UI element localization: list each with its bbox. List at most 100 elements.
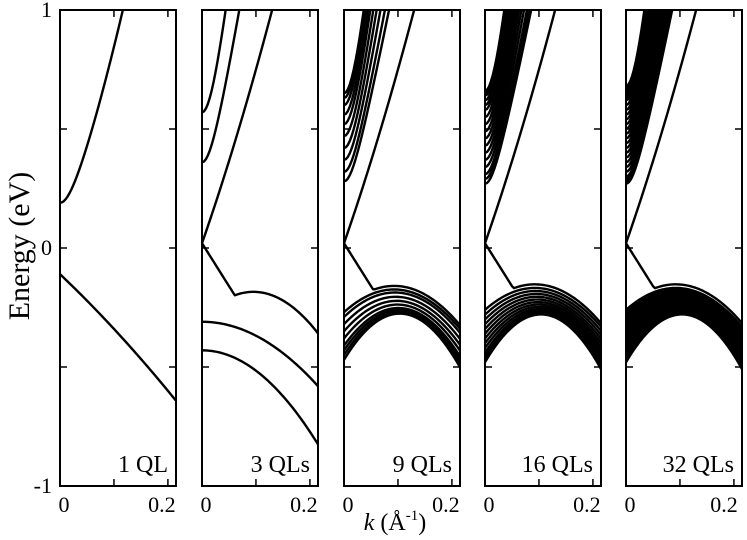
x-axis-unit-close: ) [418,510,426,536]
valence-band [485,242,601,325]
x-tick-label: 0.2 [710,492,738,517]
x-tick-label: 0 [484,492,495,517]
conduction-band [202,10,274,245]
valence-band [344,299,460,347]
conduction-band [485,10,511,119]
panel-5: 0 0.2 32 QLs [625,9,743,517]
panel-label: 1 QL [118,452,168,478]
x-tick-label: 0.2 [432,492,460,517]
panel-frame [201,9,319,487]
valence-band [626,313,742,371]
conduction-band [626,10,665,164]
x-axis-unit-exponent: -1 [406,508,419,524]
conduction-band [60,10,125,204]
x-tick-label: 0 [625,492,636,517]
conduction-band [202,10,241,164]
valence-band [626,286,742,328]
band-lines [626,10,742,371]
conduction-band [626,10,663,159]
valence-band [626,289,742,333]
valence-band [485,289,601,333]
valence-band [202,349,318,446]
conduction-band [485,10,521,154]
conduction-band [485,10,531,181]
valence-band [344,288,460,330]
x-axis-title: k (Å-1) [364,508,426,536]
panel-label: 9 QLs [393,452,452,478]
conduction-band [485,10,526,169]
conduction-band [485,10,557,245]
valence-band [344,308,460,362]
conduction-band [626,10,698,245]
valence-band [344,312,460,369]
valence-band [626,294,742,339]
valence-band [344,306,460,358]
x-axis-variable: k [364,510,375,536]
valence-band [485,292,601,337]
x-tick-label: 0.2 [148,492,176,517]
panel-label: 3 QLs [251,452,310,478]
y-tick-label: 0 [41,235,52,260]
conduction-band [202,10,227,114]
conduction-band [485,10,517,140]
conduction-band [485,10,529,176]
valence-band [344,242,460,327]
x-tick-label: 0.2 [573,492,601,517]
valence-band [344,291,460,335]
x-tick-label: 0.2 [290,492,318,517]
band-lines [344,10,460,369]
valence-band [344,303,460,352]
valence-band [60,272,176,402]
valence-band [202,320,318,388]
y-axis-title: Energy (eV) [3,172,36,321]
conduction-band [626,10,669,174]
conduction-band [485,10,515,133]
valence-band [485,300,601,348]
conduction-band [626,10,671,178]
conduction-band [344,10,372,126]
x-tick-label: 0 [59,492,70,517]
conduction-band [344,10,378,150]
valence-band [344,295,460,341]
conduction-band [485,10,513,126]
conduction-band [485,10,533,185]
y-tick-label: 1 [41,0,52,22]
valence-band [485,313,601,371]
valence-band [485,303,601,352]
valence-band [485,286,601,328]
valence-band [202,242,318,335]
conduction-band [344,10,382,162]
conduction-band [344,10,368,107]
valence-band [344,310,460,365]
y-tick-label: -1 [34,473,52,498]
x-tick-label: 0 [343,492,354,517]
band-lines [485,10,601,371]
conduction-band [344,10,416,245]
valence-band [485,295,601,341]
panel-3: 0 0.2 9 QLs [343,9,461,517]
y-tick-labels: 1 0 -1 [34,0,52,498]
valence-band [485,307,601,360]
conduction-band [344,10,391,183]
panel-frame [59,9,177,487]
band-lines [60,10,176,402]
valence-band [626,291,742,335]
conduction-band [344,10,387,174]
panels-group: 0 0.2 1 QL 0 0.2 3 QLs 0 0.2 9 QLs 0 0.2 16 QLs 0 0.2… [59,9,743,517]
x-axis-unit-open: (Å [374,510,406,536]
conduction-band [485,10,519,147]
panel-label: 16 QLs [522,452,593,478]
conduction-band [344,10,375,138]
conduction-band [626,10,662,154]
valence-band [626,292,742,337]
valence-band [485,298,601,345]
panel-label: 32 QLs [663,452,734,478]
conduction-band [626,10,667,169]
band-lines [202,10,318,446]
panel-1: 0 0.2 1 QL [59,9,177,517]
conduction-band [344,10,365,95]
panel-4: 0 0.2 16 QLs [484,9,602,517]
x-tick-label: 0 [201,492,212,517]
valence-band [626,288,742,330]
